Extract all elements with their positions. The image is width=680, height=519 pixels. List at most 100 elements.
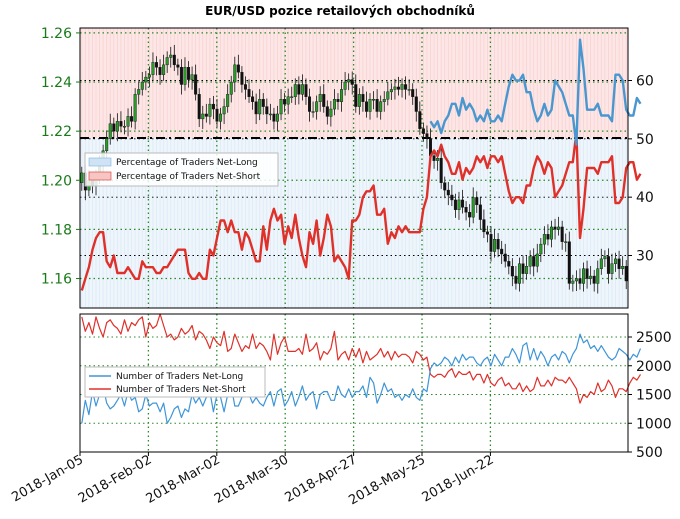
candle-body (308, 96, 312, 112)
count-tick-label: 500 (636, 445, 663, 461)
candle-body (162, 64, 166, 75)
candle-body (226, 94, 230, 107)
count-panel: 500 1000 1500 2000 2500 Number of Traders Ne… (79, 313, 672, 461)
candle-body (251, 96, 255, 102)
candle-body (332, 99, 336, 110)
legend-swatch-net-short (88, 171, 112, 181)
candle-body (510, 266, 514, 277)
candle-body (272, 113, 276, 122)
candle-body (258, 99, 262, 115)
candle-body (539, 243, 543, 255)
candle-body (80, 172, 84, 183)
candle-body (482, 219, 486, 233)
candle-body (471, 197, 475, 218)
candle-body (525, 266, 529, 274)
candle-body (532, 256, 536, 267)
candle-body (503, 253, 507, 262)
candle-body (553, 226, 557, 230)
date-axis: 2018-Jan-052018-Feb-022018-Mar-022018-Ma… (9, 452, 496, 508)
candle-body (546, 234, 550, 240)
count-long-line (81, 333, 642, 424)
candle-body (187, 67, 191, 80)
candle-body (368, 99, 372, 112)
candle-body (560, 226, 564, 242)
candle-body (286, 96, 290, 105)
candle-body (268, 113, 272, 116)
date-tick-label: 2018-Mar-02 (144, 452, 223, 506)
candle-body (275, 113, 279, 122)
legend-swatch-net-long (88, 157, 112, 167)
candle-body (147, 74, 151, 78)
price-tick-label: 1.20 (41, 173, 72, 189)
candle-body (130, 116, 134, 122)
candle-body (190, 74, 194, 80)
bottom-legend-box (84, 366, 266, 398)
legend-label-net-long: Percentage of Traders Net-Long (116, 158, 258, 168)
candle-body (585, 268, 589, 279)
candle-body (201, 113, 205, 120)
candle-body (418, 111, 422, 129)
candle-body (137, 89, 141, 95)
candle-body (414, 96, 418, 112)
candle-body (336, 99, 340, 102)
count-tick-label: 1000 (636, 416, 672, 432)
pct-short-line (80, 131, 642, 291)
candle-body (293, 84, 297, 97)
candle-body (571, 280, 575, 284)
candle-body (247, 89, 251, 97)
candle-body (596, 268, 600, 284)
date-tick-label: 2018-Jan-05 (9, 452, 86, 505)
candle-body (208, 103, 212, 117)
candle-body (535, 253, 539, 267)
candle-body (318, 94, 322, 102)
candle-body (389, 89, 393, 93)
candle-body (468, 212, 472, 218)
candle-body (265, 106, 269, 115)
candle-body (304, 84, 308, 97)
count-axis: 500 1000 1500 2000 2500 (628, 330, 672, 461)
candle-body (400, 84, 404, 90)
candle-body (411, 89, 415, 97)
candle-body (112, 123, 116, 132)
top-grid (80, 28, 628, 308)
date-tick-label: 2018-Feb-02 (76, 452, 155, 506)
candle-body (564, 241, 568, 243)
candle-body (375, 99, 379, 112)
candle-body (461, 199, 465, 208)
candle-body (372, 99, 376, 101)
candle-body (364, 101, 368, 112)
price-candles (80, 44, 628, 294)
candle-body (478, 204, 482, 220)
candle-body (347, 79, 351, 83)
candle-body (108, 123, 112, 139)
candle-body (599, 258, 603, 269)
candle-body (557, 226, 561, 230)
bottom-legend: Number of Traders Net-Long Number of Tra… (84, 366, 266, 398)
top-legend-box (84, 152, 279, 187)
price-tick-label: 1.24 (41, 75, 72, 91)
candle-body (126, 116, 130, 127)
candle-body (475, 197, 479, 206)
candle-body (606, 256, 610, 274)
candle-body (621, 266, 625, 269)
price-axis: 1.16 1.18 1.20 1.22 1.24 1.26 (41, 26, 80, 288)
candle-body (140, 81, 144, 90)
candle-body (279, 99, 283, 115)
candle-body (122, 126, 126, 128)
count-tick-label: 1500 (636, 388, 672, 404)
candle-body (350, 79, 354, 85)
candle-body (115, 121, 119, 132)
count-tick-label: 2000 (636, 359, 672, 375)
candle-body (489, 234, 493, 252)
candle-body (446, 189, 450, 196)
pct-long-line (429, 38, 642, 146)
candle-body (233, 64, 237, 83)
candle-body (315, 101, 319, 112)
percent-tick-label: 30 (636, 249, 654, 265)
candle-body (549, 226, 553, 240)
candle-body (322, 94, 326, 107)
candle-body (500, 248, 504, 255)
candle-body (119, 121, 123, 127)
candle-body (542, 234, 546, 245)
candle-body (464, 207, 468, 213)
